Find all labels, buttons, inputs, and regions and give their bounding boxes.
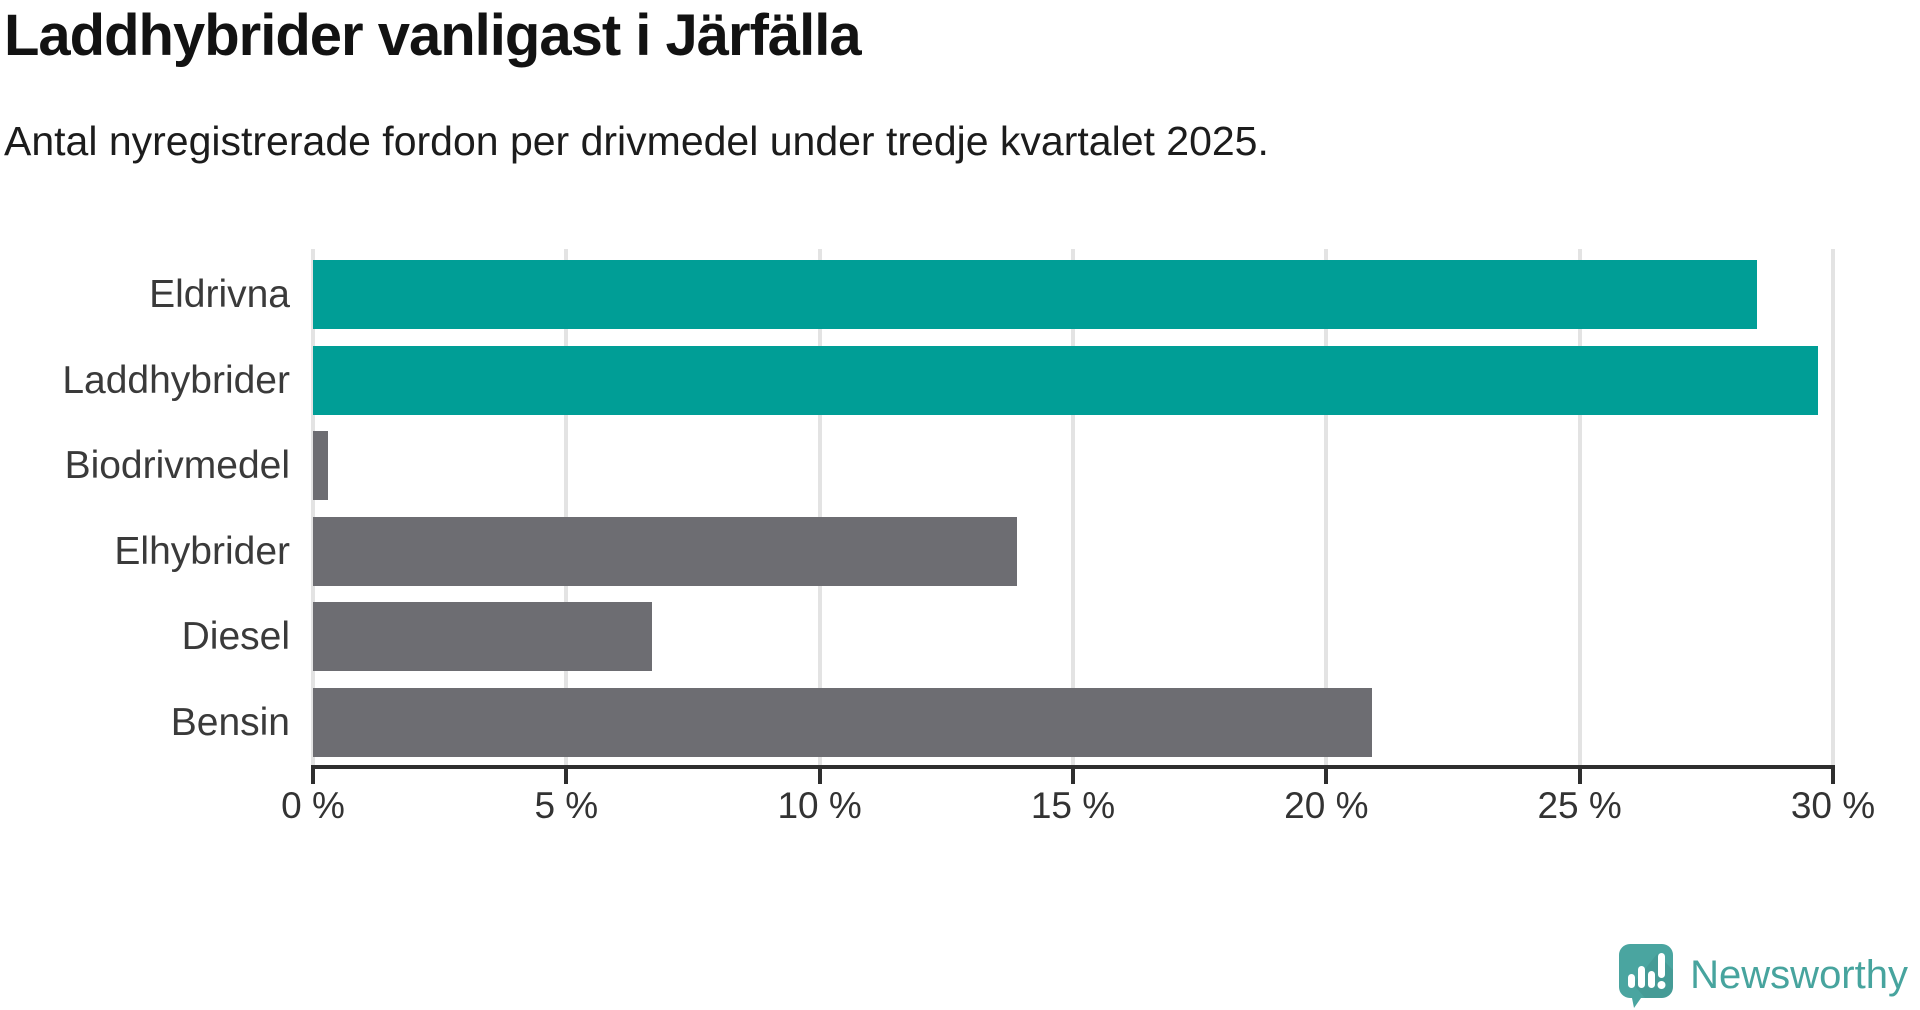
category-label-bensin: Bensin bbox=[170, 701, 290, 744]
category-label-diesel: Diesel bbox=[181, 615, 290, 659]
x-axis-tick-25 bbox=[1577, 765, 1582, 784]
gridline-10 bbox=[817, 249, 822, 765]
bar-diesel bbox=[313, 602, 653, 672]
category-label-laddhybrider: Laddhybrider bbox=[62, 358, 290, 402]
chart-title: Laddhybrider vanligast i Järfälla bbox=[4, 3, 862, 68]
x-axis-tick-5 bbox=[564, 765, 569, 784]
newsworthy-icon bbox=[1617, 942, 1675, 1008]
gridline-15 bbox=[1071, 249, 1075, 765]
gridline-5 bbox=[564, 249, 569, 765]
x-tick-label-5: 5 % bbox=[534, 785, 599, 826]
gridline-30 bbox=[1831, 249, 1835, 765]
gridline-0 bbox=[311, 249, 315, 765]
category-label-biodrivmedel: Biodrivmedel bbox=[64, 444, 290, 488]
bar-eldrivna bbox=[313, 260, 1757, 329]
x-tick-label-0: 0 % bbox=[281, 785, 345, 826]
x-tick-label-25: 25 % bbox=[1537, 785, 1622, 826]
x-axis-tick-15 bbox=[1071, 765, 1075, 784]
newsworthy-logo[interactable]: Newsworthy bbox=[1617, 942, 1908, 1008]
x-tick-label-20: 20 % bbox=[1284, 785, 1369, 826]
x-axis-tick-20 bbox=[1324, 765, 1329, 784]
x-axis-tick-10 bbox=[817, 765, 822, 784]
x-tick-label-30: 30 % bbox=[1790, 785, 1876, 826]
category-label-elhybrider: Elhybrider bbox=[114, 529, 290, 573]
bar-bensin bbox=[313, 688, 1372, 757]
gridline-20 bbox=[1324, 249, 1329, 765]
x-axis-tick-0 bbox=[311, 765, 315, 784]
bar-laddhybrider bbox=[313, 345, 1818, 415]
newsworthy-logo-text: Newsworthy bbox=[1690, 952, 1908, 997]
bar-biodrivmedel bbox=[313, 431, 329, 501]
chart-subtitle: Antal nyregistrerade fordon per drivmede… bbox=[4, 118, 1269, 164]
plot-area: 0 % 5 % 10 % 15 % 20 % 25 % 30 % bbox=[281, 249, 1875, 826]
x-tick-label-10: 10 % bbox=[777, 785, 862, 826]
category-label-eldrivna: Eldrivna bbox=[149, 273, 290, 316]
bar-elhybrider bbox=[313, 516, 1018, 586]
gridline-25 bbox=[1577, 249, 1582, 765]
x-tick-label-15: 15 % bbox=[1030, 785, 1116, 826]
x-axis-tick-30 bbox=[1831, 765, 1835, 784]
